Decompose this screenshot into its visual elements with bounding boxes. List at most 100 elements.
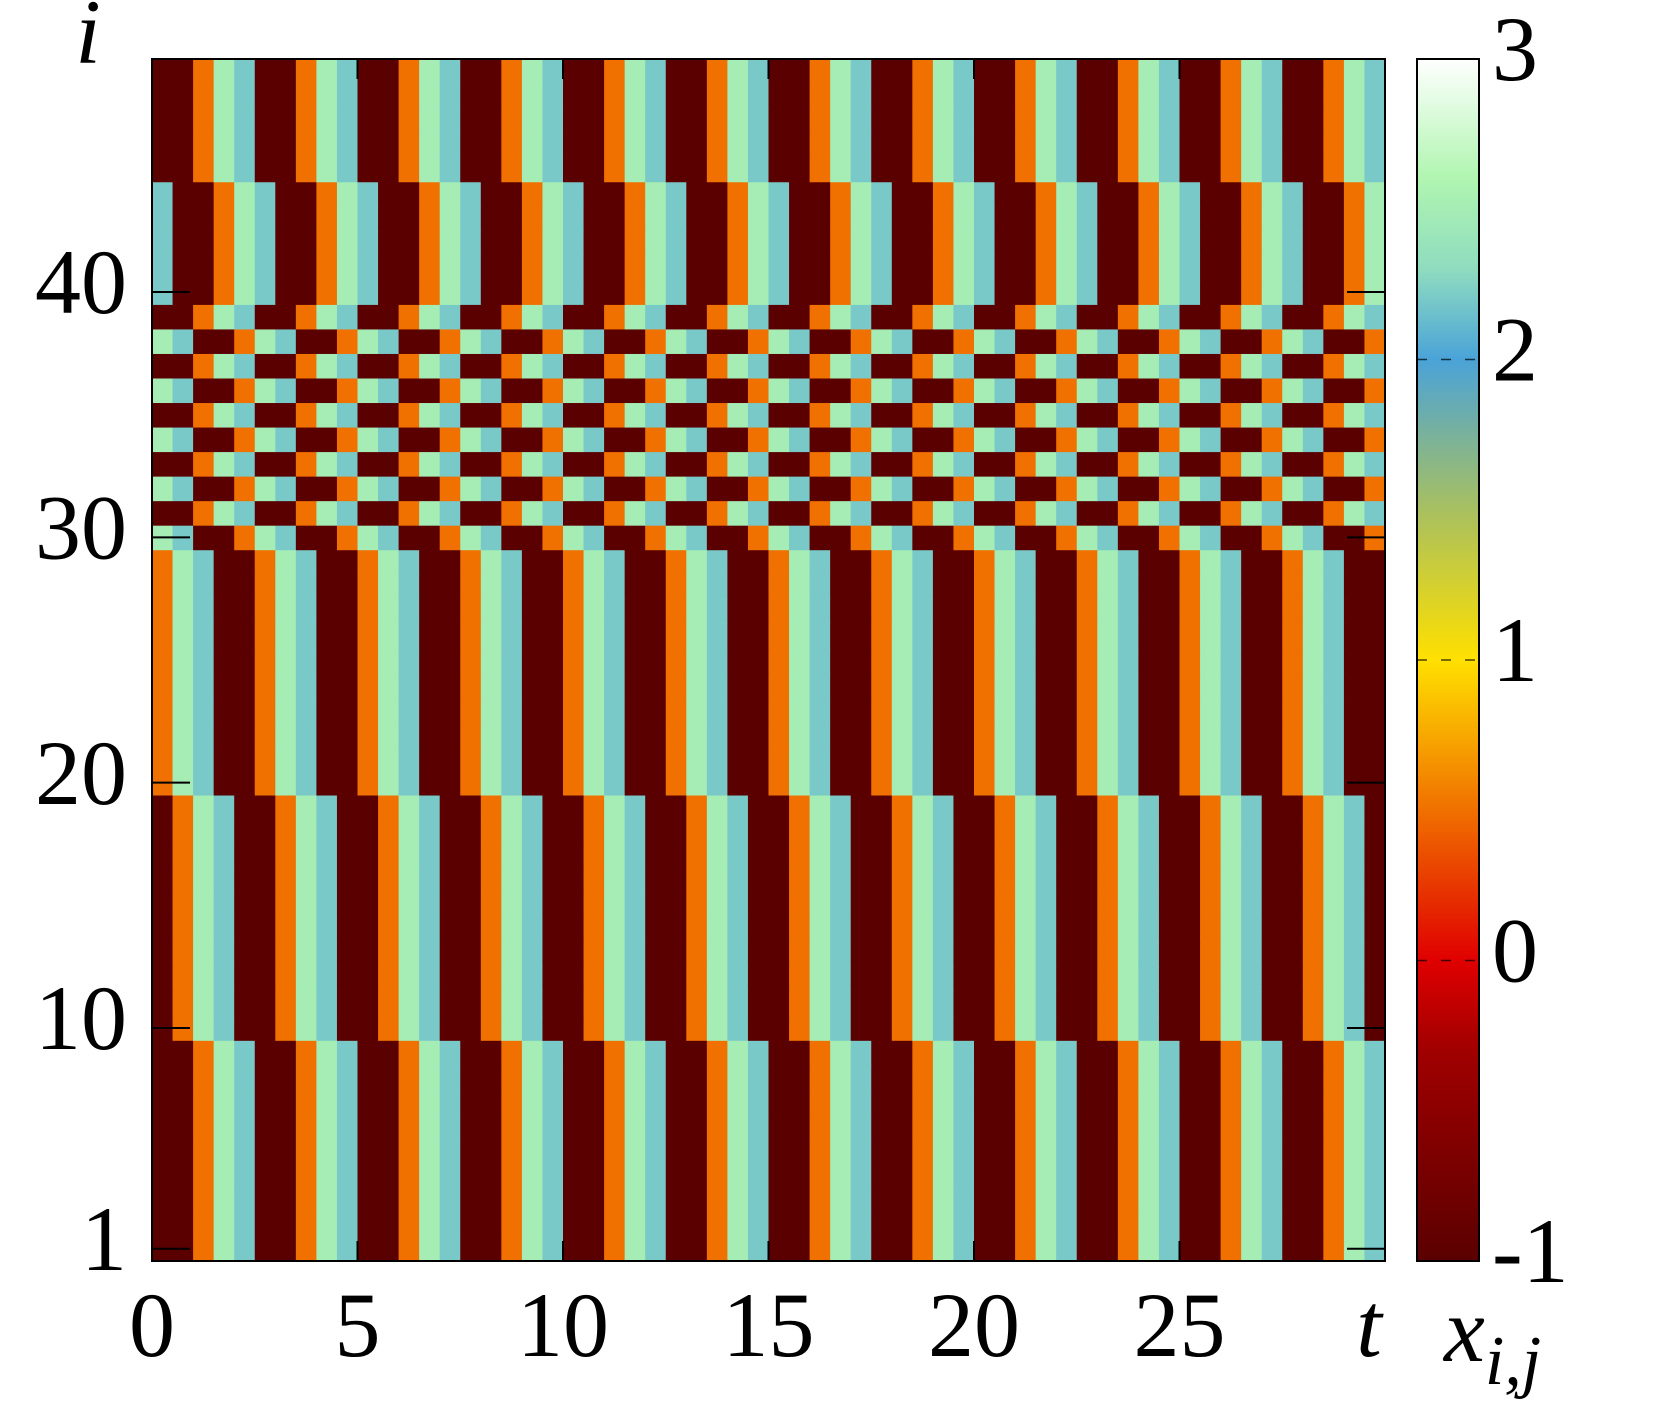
heatmap-cell [891,402,913,428]
heatmap-cell [727,721,749,747]
heatmap-cell [830,353,852,379]
heatmap-cell [480,794,502,821]
heatmap-cell [1056,549,1078,575]
heatmap-cell [1117,942,1139,968]
heatmap-cell [994,917,1016,943]
heatmap-cell [1364,1064,1386,1090]
heatmap-cell [521,157,544,183]
heatmap-cell [1200,328,1222,354]
heatmap-cell [254,1138,276,1164]
heatmap-cell [994,696,1016,722]
heatmap-cell [768,500,790,526]
heatmap-cell [932,1040,955,1066]
heatmap-cell [234,132,256,158]
heatmap-cell [974,868,996,894]
heatmap-cell [152,1187,174,1213]
heatmap-cell [152,819,174,845]
heatmap-cell [1261,328,1283,354]
x-axis-label: t [1356,1274,1384,1376]
heatmap-cell [789,794,811,821]
heatmap-cell [1282,696,1304,722]
heatmap-cell [768,745,790,771]
heatmap-cell [1323,83,1345,109]
heatmap-cell [439,1162,461,1189]
heatmap-cell [706,574,728,600]
heatmap-cell [419,868,441,894]
heatmap-cell [768,598,790,624]
heatmap-cell [830,598,852,624]
heatmap-cell [809,966,831,992]
heatmap-cell [994,206,1016,232]
heatmap-cell [1117,108,1139,134]
heatmap-cell [624,1211,646,1238]
heatmap-cell [563,279,585,305]
heatmap-cell [850,83,872,109]
heatmap-cell [1282,353,1304,379]
heatmap-cell [295,1236,317,1262]
heatmap-cell [686,893,708,919]
heatmap-cell [1076,598,1098,624]
heatmap-cell [1364,868,1386,894]
heatmap-cell [1117,230,1139,256]
heatmap-cell [1138,1187,1160,1213]
heatmap-cell [398,132,420,158]
heatmap-cell [1323,59,1345,85]
heatmap-cell [295,574,317,600]
heatmap-cell [1179,549,1201,575]
heatmap-cell [1035,1236,1057,1262]
heatmap-cell [583,500,605,526]
heatmap-cell [357,304,379,330]
heatmap-cell [686,500,708,526]
heatmap-cell [501,1138,523,1164]
heatmap-cell [1056,1162,1078,1189]
heatmap-cell [480,843,502,870]
heatmap-cell [604,1064,626,1090]
heatmap-cell [542,59,564,85]
heatmap-cell [1220,451,1242,477]
heatmap-cell [604,549,626,575]
heatmap-cell [912,794,934,821]
heatmap-cell [1200,1187,1222,1213]
heatmap-cell [994,1138,1016,1164]
heatmap-cell [316,672,338,698]
heatmap-cell [521,598,544,624]
heatmap-cell [932,1064,955,1090]
heatmap-cell [850,132,872,158]
heatmap-cell [994,426,1016,453]
heatmap-cell [563,647,585,673]
heatmap-cell [850,672,872,698]
heatmap-cell [1261,1015,1283,1041]
heatmap-cell [398,328,420,354]
heatmap-cell [809,1162,831,1189]
heatmap-cell [1076,1040,1098,1066]
heatmap-cell [1138,59,1160,85]
heatmap-cell [1056,1211,1078,1238]
heatmap-cell [295,304,317,330]
heatmap-cell [1241,1162,1263,1189]
heatmap-cell [1076,623,1098,649]
heatmap-cell [994,353,1016,379]
heatmap-cell [953,83,975,109]
heatmap-cell [1097,108,1119,134]
heatmap-cell [1035,525,1057,551]
y-tick-label: 10 [35,967,127,1069]
heatmap-cell [378,402,400,428]
heatmap-cell [1241,1064,1263,1090]
heatmap-cell [1302,1211,1324,1238]
heatmap-cell [850,1089,872,1115]
heatmap-cell [583,745,605,771]
heatmap-cell [1343,181,1366,207]
heatmap-cell [460,819,482,845]
heatmap-cell [871,1138,893,1164]
heatmap-cell [768,549,790,575]
heatmap-cell [830,696,852,722]
heatmap-cell [809,942,831,968]
heatmap-cell [1323,377,1345,404]
heatmap-cell [686,181,708,207]
heatmap-cell [1343,1113,1366,1139]
heatmap-cell [1200,672,1222,698]
heatmap-cell [1138,230,1160,256]
heatmap-cell [254,647,276,673]
heatmap-cell [1117,451,1139,477]
heatmap-cell [604,966,626,992]
